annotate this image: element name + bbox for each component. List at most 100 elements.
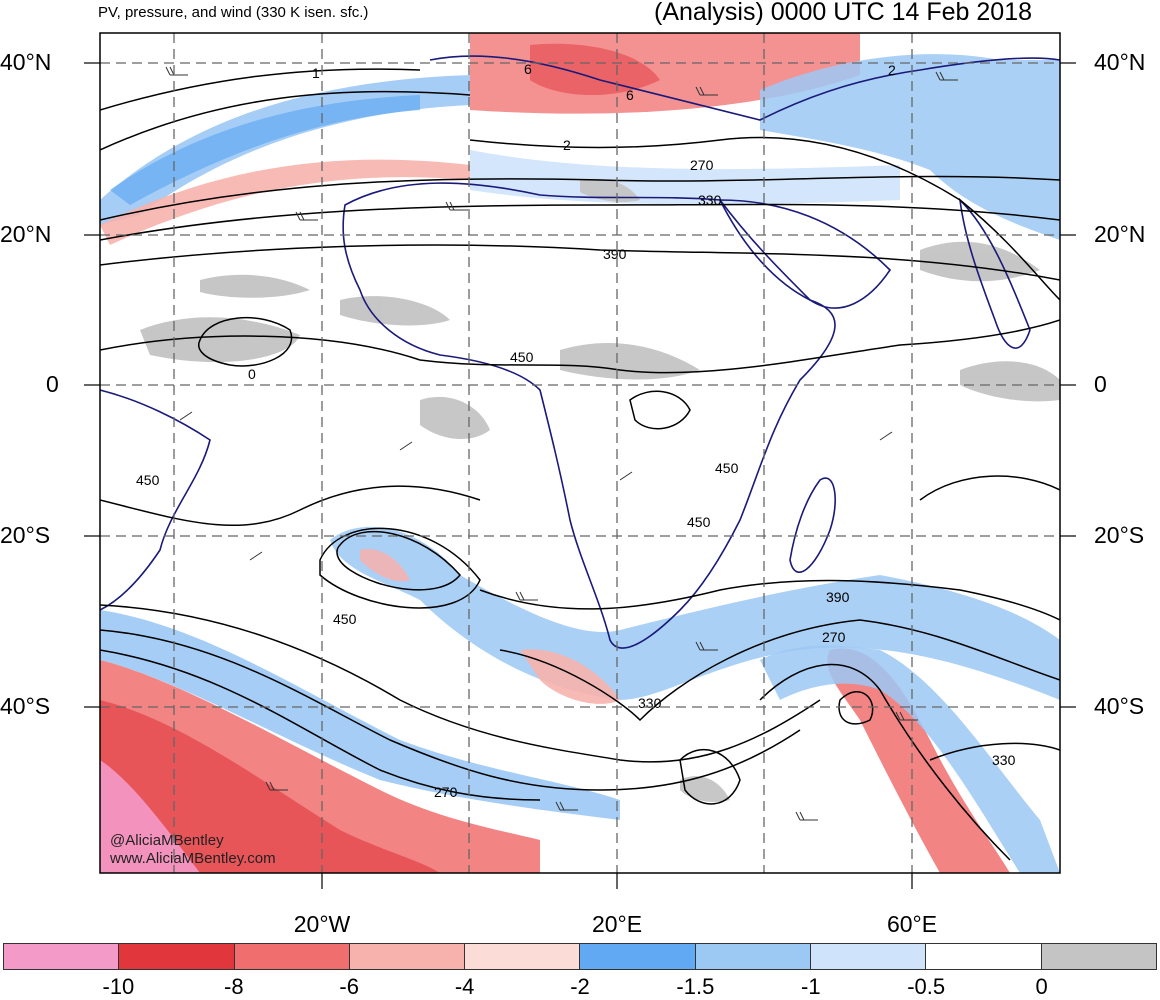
contour-label: 450 <box>510 349 534 365</box>
isobar-contour <box>838 691 874 725</box>
madagascar-coastline <box>789 477 836 573</box>
lat-label-40s-right: 40°S <box>1094 693 1145 719</box>
pv-shade-south-west-pink <box>100 760 200 873</box>
map-subtitle: PV, pressure, and wind (330 K isen. sfc.… <box>98 4 369 21</box>
colorbar-segment <box>695 944 812 969</box>
pv-shading-layer <box>100 33 1060 873</box>
colorbar-segment <box>119 944 235 969</box>
wind-barb-layer <box>165 66 958 821</box>
colorbar-tick-label: -1 <box>801 974 821 999</box>
isobar-contour <box>100 485 481 526</box>
map-title: (Analysis) 0000 UTC 14 Feb 2018 <box>654 0 1032 26</box>
lat-label-20s-right: 20°S <box>1094 522 1145 548</box>
colorbar-tick-label: -6 <box>339 974 359 999</box>
isobar-contour <box>100 649 541 801</box>
isobar-contour <box>499 619 1060 722</box>
map-plot-area: 1 6 6 2 2 270 330 390 450 450 0 450 450 … <box>100 33 1060 873</box>
pv-shade-south-east-red <box>827 648 1010 873</box>
isobar-contour <box>319 527 481 609</box>
pv-shade-south-east-blue <box>760 645 1060 873</box>
isobar-contour <box>100 629 801 791</box>
colorbar-tick-label: -4 <box>454 974 475 999</box>
contour-label: 450 <box>715 460 739 476</box>
isobar-contour <box>100 604 821 763</box>
pv-shade-asia-blue <box>760 54 1060 240</box>
pv-shade-north-band-inner <box>110 95 420 205</box>
colorbar-tick-label: -0.5 <box>907 974 946 999</box>
colorbar-segment <box>811 944 927 969</box>
colorbar-segment <box>1041 944 1156 969</box>
isobar-contour <box>100 203 1060 241</box>
gray-patch <box>140 317 300 363</box>
colorbar-segment <box>4 944 120 969</box>
contour-label-layer: 1 6 6 2 2 270 330 390 450 450 0 450 450 … <box>136 61 1016 800</box>
lon-label-60e: 60°E <box>886 911 938 937</box>
south-america-coastline <box>100 389 211 611</box>
colorbar-tick-label: 0 <box>1035 974 1048 999</box>
wind-barb <box>165 66 188 76</box>
contour-label: 390 <box>603 246 627 262</box>
credit-handle: @AliciaMBentley <box>110 832 224 849</box>
contour-label: 2 <box>563 137 571 153</box>
contour-label: 450 <box>136 472 160 488</box>
contour-label: 450 <box>687 514 711 530</box>
map-frame <box>99 32 1061 874</box>
isobar-contour <box>100 68 421 111</box>
lat-label-20n-right: 20°N <box>1094 221 1146 247</box>
credit-website[interactable]: www.AliciaMBentley.com <box>110 850 276 867</box>
india-coastline <box>958 197 1031 349</box>
axis-ticks <box>84 62 1076 889</box>
lat-label-40n-left: 40°N <box>0 49 52 75</box>
gray-patch <box>960 361 1060 402</box>
isobar-contour <box>629 390 691 430</box>
pv-shade-southwest-red-patch <box>360 549 410 582</box>
contour-label: 1 <box>312 65 320 81</box>
gray-patch <box>420 396 490 440</box>
isobar-contour <box>100 175 1060 221</box>
isobar-contour <box>100 319 1060 374</box>
wind-barb <box>695 86 718 96</box>
isobar-contour <box>679 749 741 805</box>
lat-label-40n-right: 40°N <box>1094 49 1146 75</box>
wind-barb <box>695 641 718 651</box>
colorbar-segment <box>580 944 696 969</box>
gray-patch <box>340 296 450 326</box>
colorbar-tick-label: -8 <box>224 974 244 999</box>
isobar-contour <box>100 90 471 151</box>
gray-patch <box>680 776 730 802</box>
contour-label: 330 <box>638 695 662 711</box>
colorbar-tick-label: -2 <box>570 974 590 999</box>
pv-gray-patches <box>140 178 1060 802</box>
isobar-contour <box>929 742 1060 761</box>
pv-shade-south-west-blue <box>100 610 620 820</box>
isobar-contour <box>336 530 461 591</box>
pv-shade-europe-red-core <box>530 43 660 95</box>
wind-barb <box>295 211 318 221</box>
lat-label-20s-left: 20°S <box>0 522 51 548</box>
colorbar-tick-label: -1.5 <box>676 974 715 999</box>
isobar-contour <box>479 579 1060 621</box>
wind-barb <box>619 471 633 481</box>
contour-label: 390 <box>826 589 850 605</box>
isobar-contour <box>198 317 293 367</box>
wind-barb <box>445 201 468 211</box>
colorbar-segment <box>926 944 1042 969</box>
wind-barb <box>895 711 918 721</box>
pv-shade-midlat-blue-strip <box>470 150 900 205</box>
lon-label-20w: 20°W <box>293 911 351 937</box>
lat-label-eq-left: 0 <box>46 371 59 397</box>
wind-barb <box>265 781 288 791</box>
colorbar-segment <box>349 944 466 969</box>
wind-barb <box>399 441 413 451</box>
pv-colorbar <box>3 943 1157 970</box>
isobar-contour <box>919 475 1060 501</box>
contour-label: 330 <box>698 192 722 208</box>
graticule <box>100 33 1060 873</box>
gray-patch <box>560 342 700 380</box>
contour-label: 270 <box>434 784 458 800</box>
lon-label-20e: 20°E <box>591 911 643 937</box>
contour-label: 270 <box>822 629 846 645</box>
wind-barb <box>515 591 538 601</box>
wind-barb <box>249 551 263 561</box>
wind-barb <box>795 811 818 821</box>
